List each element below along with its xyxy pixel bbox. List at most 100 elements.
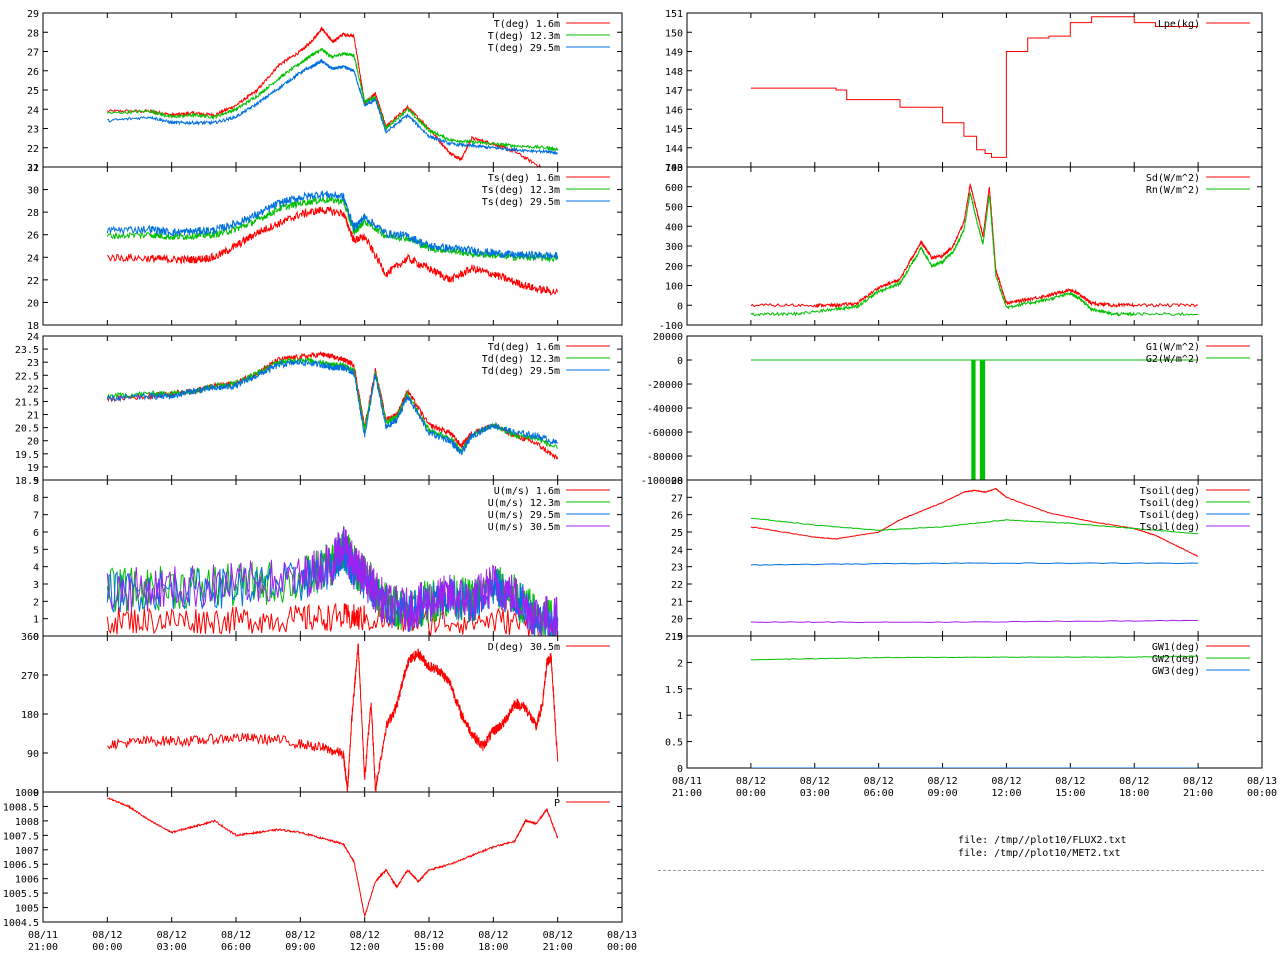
x-tick-label: 21:00 [1183, 788, 1213, 799]
series-line [750, 183, 1199, 309]
legend-label: T(deg) 1.6m [494, 19, 560, 30]
y-tick-label: 1005 [15, 904, 39, 915]
series-line [750, 16, 1199, 158]
y-tick-label: 1004.5 [3, 918, 39, 929]
y-tick-label: 1007.5 [3, 831, 39, 842]
y-tick-label: 0 [677, 356, 683, 367]
y-tick-label: 4 [33, 563, 39, 574]
y-tick-label: 148 [665, 67, 683, 78]
x-tick-label: 08/12 [736, 776, 766, 787]
legend-label: T(deg) 12.3m [488, 31, 560, 42]
series-line [106, 602, 559, 636]
y-tick-label: 23 [671, 563, 683, 574]
y-tick-label: 26 [27, 67, 39, 78]
series-line [106, 47, 559, 153]
y-tick-label: -80000 [647, 452, 683, 463]
y-tick-label: 26 [671, 511, 683, 522]
y-tick-label: 20 [671, 615, 683, 626]
y-tick-label: 30 [27, 186, 39, 197]
x-tick-label: 08/12 [928, 776, 958, 787]
x-tick-label: 08/12 [92, 930, 122, 941]
y-tick-label: 19 [27, 463, 39, 474]
x-tick-label: 21:00 [672, 788, 702, 799]
series-line [750, 487, 1199, 557]
y-tick-label: 28 [27, 208, 39, 219]
panel-frame [42, 166, 623, 326]
legend-label: Td(deg) 29.5m [482, 366, 560, 377]
y-tick-label: 19 [671, 632, 683, 643]
y-tick-label: 0.5 [665, 738, 683, 749]
y-tick-label: 400 [665, 222, 683, 233]
x-tick-label: 08/12 [543, 930, 573, 941]
y-tick-label: 151 [665, 9, 683, 20]
x-tick-label: 08/12 [991, 776, 1021, 787]
y-tick-label: -40000 [647, 404, 683, 415]
x-tick-label: 00:00 [607, 942, 637, 953]
y-tick-label: 26 [27, 231, 39, 242]
x-tick-label: 18:00 [1119, 788, 1149, 799]
series-line [750, 517, 1199, 535]
separator-line [658, 870, 1264, 871]
file-list: file: /tmp//plot10/FLUX2.txt file: /tmp/… [958, 834, 1198, 860]
legend-label: Rn(W/m^2) [1146, 185, 1200, 196]
y-tick-label: 200 [665, 262, 683, 273]
y-tick-label: 18 [27, 321, 39, 332]
legend-label: T(deg) 29.5m [488, 43, 560, 54]
y-tick-label: -100000 [641, 476, 683, 487]
y-tick-label: 23.5 [15, 345, 39, 356]
y-tick-label: 24 [27, 105, 39, 116]
y-tick-label: 1006.5 [3, 860, 39, 871]
legend-label: G1(W/m^2) [1146, 342, 1200, 353]
y-tick-label: -20000 [647, 380, 683, 391]
x-tick-label: 06:00 [864, 788, 894, 799]
y-tick-label: 700 [665, 163, 683, 174]
y-tick-label: 24 [27, 332, 39, 343]
series-bar [979, 360, 986, 480]
y-tick-label: 2 [677, 658, 683, 669]
x-tick-label: 08/12 [285, 930, 315, 941]
y-tick-label: 1 [33, 615, 39, 626]
y-tick-label: 0 [677, 764, 683, 775]
file-name-met: file: /tmp//plot10/MET2.txt [958, 848, 1121, 859]
y-tick-label: 1008.5 [3, 802, 39, 813]
y-tick-label: 145 [665, 125, 683, 136]
y-tick-label: 100 [665, 282, 683, 293]
y-tick-label: 3 [33, 580, 39, 591]
x-tick-label: 12:00 [350, 942, 380, 953]
y-tick-label: 25 [671, 528, 683, 539]
legend-label: GW1(deg) [1152, 642, 1200, 653]
x-tick-label: 00:00 [1247, 788, 1277, 799]
y-tick-label: 21 [27, 411, 39, 422]
y-tick-label: 24 [671, 545, 683, 556]
y-tick-label: 20.5 [15, 424, 39, 435]
y-tick-label: 1006 [15, 875, 39, 886]
series-line [106, 643, 559, 792]
x-tick-label: 08/12 [414, 930, 444, 941]
legend-label: U(m/s) 1.6m [494, 486, 560, 497]
y-tick-label: 21.5 [15, 397, 39, 408]
y-tick-label: 22 [671, 580, 683, 591]
x-tick-label: 08/13 [607, 930, 637, 941]
y-tick-label: 19.5 [15, 450, 39, 461]
y-tick-label: 500 [665, 203, 683, 214]
y-tick-label: 21 [27, 163, 39, 174]
x-tick-label: 08/12 [221, 930, 251, 941]
y-tick-label: 18.5 [15, 476, 39, 487]
y-tick-label: 23 [27, 358, 39, 369]
x-tick-label: 15:00 [414, 942, 444, 953]
file-name-flux: file: /tmp//plot10/FLUX2.txt [958, 835, 1127, 846]
legend-label: G2(W/m^2) [1146, 354, 1200, 365]
legend-label: Tsoil(deg) [1140, 498, 1200, 509]
series-line [106, 190, 559, 261]
y-tick-label: 5 [33, 545, 39, 556]
series-line [106, 526, 559, 636]
series-line [750, 192, 1199, 318]
x-tick-label: 08/12 [1055, 776, 1085, 787]
chart-panel-8: -100 0 100 200 300 400 500 600 700 Sd(W/m^2)Rn(W/… [659, 163, 1263, 332]
y-tick-label: 1007 [15, 846, 39, 857]
x-tick-label: 15:00 [1055, 788, 1085, 799]
y-tick-label: 22 [27, 276, 39, 287]
x-tick-label: 08/12 [478, 930, 508, 941]
x-tick-label: 12:00 [991, 788, 1021, 799]
x-tick-label: 08/12 [864, 776, 894, 787]
